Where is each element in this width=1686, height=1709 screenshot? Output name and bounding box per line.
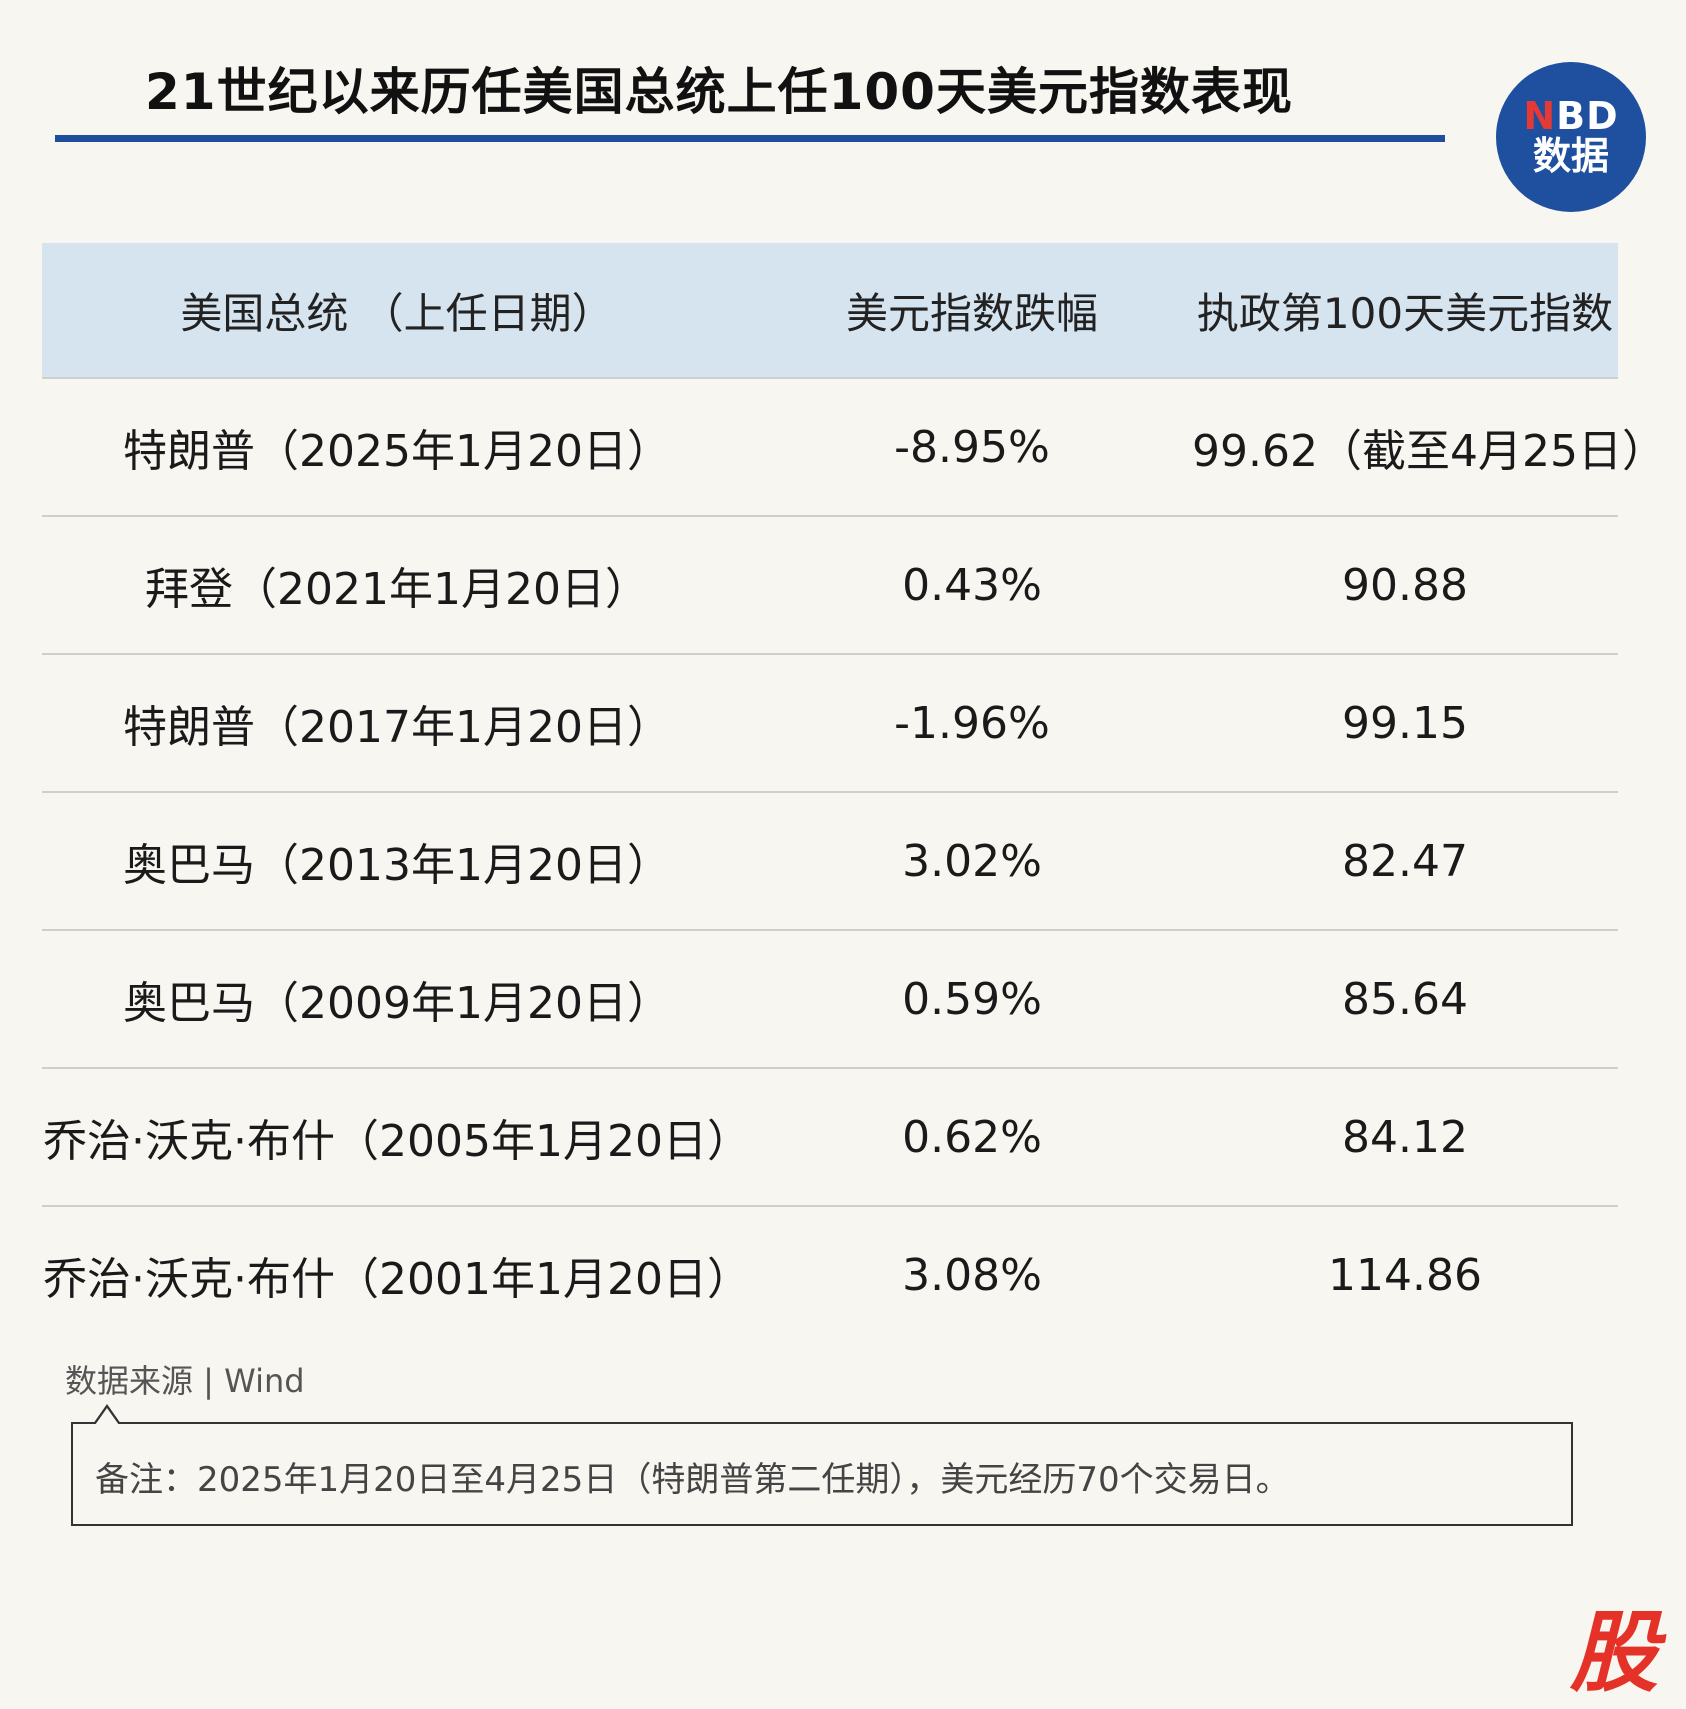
corner-mark: 股	[1570, 1601, 1659, 1704]
table-cell-index: 90.88	[1342, 559, 1468, 611]
table-cell-change: 3.08%	[902, 1249, 1042, 1301]
table-row: 奥巴马（2009年1月20日） 0.59% 85.64	[42, 931, 1618, 1069]
note-text: 备注：2025年1月20日至4月25日（特朗普第二任期），美元经历70个交易日。	[95, 1460, 1290, 1500]
table-cell-index: 114.86	[1328, 1249, 1482, 1301]
table-cell-index: 82.47	[1342, 835, 1468, 887]
table-body: 特朗普（2025年1月20日） -8.95% 99.62（截至4月25日） 拜登（20…	[42, 379, 1666, 1343]
table-cell-change: 0.62%	[902, 1111, 1042, 1163]
table-header: 美国总统 （上任日期） 美元指数跌幅 执政第100天美元指数	[42, 243, 1618, 379]
table-row: 特朗普（2025年1月20日） -8.95% 99.62（截至4月25日）	[42, 379, 1666, 517]
table-row: 奥巴马（2013年1月20日） 3.02% 82.47	[42, 793, 1618, 931]
logo-letters-bd: BD	[1556, 94, 1619, 139]
table-cell-change: -8.95%	[894, 421, 1050, 473]
table-cell-index: 99.15	[1342, 697, 1468, 749]
table-cell-president: 奥巴马（2013年1月20日）	[123, 840, 671, 891]
table-cell-index: 85.64	[1342, 973, 1468, 1025]
table-cell-president: 乔治·沃克·布什（2005年1月20日）	[43, 1116, 751, 1167]
header-change: 美元指数跌幅	[845, 288, 1098, 338]
title-underline	[55, 135, 1445, 142]
table-cell-index: 99.62（截至4月25日）	[1192, 426, 1666, 477]
header-president: 美国总统 （上任日期）	[180, 288, 614, 338]
table-cell-president: 特朗普（2025年1月20日）	[123, 426, 671, 477]
table-cell-president: 特朗普（2017年1月20日）	[123, 702, 671, 753]
table-row: 乔治·沃克·布什（2005年1月20日） 0.62% 84.12	[42, 1069, 1618, 1207]
table-cell-president: 奥巴马（2009年1月20日）	[123, 978, 671, 1029]
nbd-data-logo: NBD 数据	[1496, 62, 1646, 212]
logo-line-1: NBD	[1523, 94, 1619, 139]
table-cell-change: -1.96%	[894, 697, 1050, 749]
table-cell-president: 乔治·沃克·布什（2001年1月20日）	[43, 1254, 751, 1305]
table-row: 拜登（2021年1月20日） 0.43% 90.88	[42, 517, 1618, 655]
table-cell-change: 3.02%	[902, 835, 1042, 887]
table-row: 乔治·沃克·布什（2001年1月20日） 3.08% 114.86	[42, 1207, 1618, 1343]
table-cell-change: 0.59%	[902, 973, 1042, 1025]
logo-letter-n: N	[1523, 94, 1557, 139]
table-cell-president: 拜登（2021年1月20日）	[145, 564, 649, 615]
logo-line-2: 数据	[1532, 134, 1609, 178]
table-row: 特朗普（2017年1月20日） -1.96% 99.15	[42, 655, 1618, 793]
header-index-day100: 执政第100天美元指数	[1196, 288, 1614, 338]
table-cell-index: 84.12	[1342, 1111, 1468, 1163]
data-table: 美国总统 （上任日期） 美元指数跌幅 执政第100天美元指数 特朗普（2025年…	[42, 243, 1666, 1343]
table-cell-change: 0.43%	[902, 559, 1042, 611]
page-title: 21世纪以来历任美国总统上任100天美元指数表现	[145, 63, 1293, 121]
data-source: 数据来源 | Wind	[65, 1362, 305, 1400]
note-box: 备注：2025年1月20日至4月25日（特朗普第二任期），美元经历70个交易日。	[71, 1404, 1573, 1526]
